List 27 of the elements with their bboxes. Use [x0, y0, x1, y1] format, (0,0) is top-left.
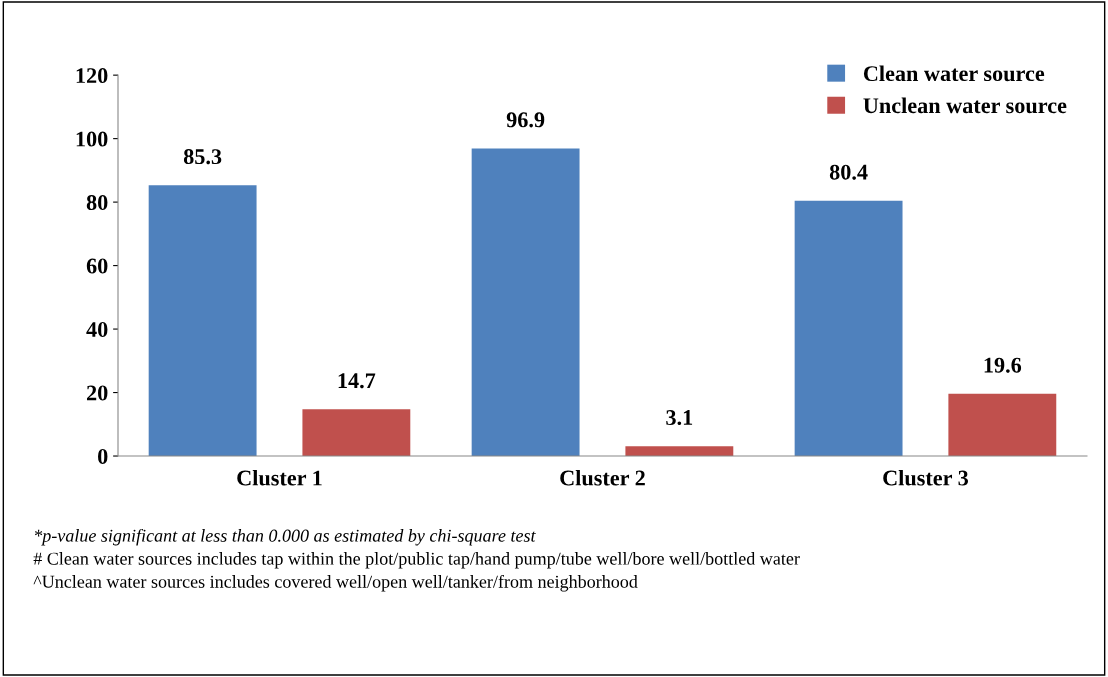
- bar: [625, 446, 734, 457]
- y-tick-label: 100: [76, 131, 108, 147]
- legend-label: Unclean water source: [863, 97, 1067, 114]
- data-label: 3.1: [666, 410, 693, 426]
- text: # Clean water sources includes tap within the plot/public tap/hand pump/tube well/bore well/bottled water: [33, 552, 800, 569]
- y-tick-label: 40: [86, 322, 108, 337]
- y-tick-label: 120: [76, 68, 108, 84]
- text: *p-value significant at less than 0.000 as estimated by chi-square test: [34, 528, 536, 546]
- bar: [148, 185, 257, 457]
- data-label: 96.9: [506, 112, 545, 128]
- data-label: 19.6: [984, 357, 1022, 373]
- bar: [794, 200, 903, 457]
- y-tick-label: 80: [86, 195, 108, 211]
- bar: [471, 148, 580, 457]
- y-tick-label: 60: [86, 258, 108, 274]
- x-tick-label: Cluster 3: [883, 469, 969, 486]
- legend-label: Clean water source: [863, 65, 1045, 82]
- y-tick-label: 20: [86, 385, 108, 401]
- data-label: 14.7: [338, 373, 376, 389]
- bar: [948, 393, 1057, 457]
- y-tick-label: 0: [98, 448, 108, 464]
- bar: [302, 409, 411, 457]
- data-label: 80.4: [829, 164, 868, 180]
- x-tick-label: Cluster 1: [237, 469, 322, 486]
- text: ^Unclean water sources includes covered well/open well/tanker/from neighborhood: [33, 574, 638, 592]
- x-tick-label: Cluster 2: [560, 469, 645, 486]
- data-label: 85.3: [183, 149, 222, 165]
